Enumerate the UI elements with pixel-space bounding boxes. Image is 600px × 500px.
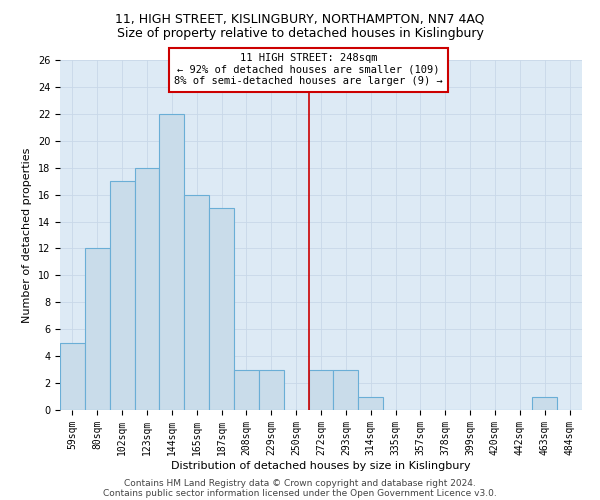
Y-axis label: Number of detached properties: Number of detached properties bbox=[22, 148, 32, 322]
Text: Size of property relative to detached houses in Kislingbury: Size of property relative to detached ho… bbox=[116, 28, 484, 40]
Text: 11 HIGH STREET: 248sqm
← 92% of detached houses are smaller (109)
8% of semi-det: 11 HIGH STREET: 248sqm ← 92% of detached… bbox=[174, 54, 443, 86]
Text: Contains HM Land Registry data © Crown copyright and database right 2024.: Contains HM Land Registry data © Crown c… bbox=[124, 478, 476, 488]
Bar bbox=[85, 248, 110, 410]
X-axis label: Distribution of detached houses by size in Kislingbury: Distribution of detached houses by size … bbox=[171, 460, 471, 470]
Bar bbox=[259, 370, 284, 410]
Bar bbox=[532, 396, 557, 410]
Bar bbox=[234, 370, 259, 410]
Bar bbox=[334, 370, 358, 410]
Text: 11, HIGH STREET, KISLINGBURY, NORTHAMPTON, NN7 4AQ: 11, HIGH STREET, KISLINGBURY, NORTHAMPTO… bbox=[115, 12, 485, 26]
Bar bbox=[209, 208, 234, 410]
Bar bbox=[110, 181, 134, 410]
Bar bbox=[134, 168, 160, 410]
Bar bbox=[308, 370, 334, 410]
Text: Contains public sector information licensed under the Open Government Licence v3: Contains public sector information licen… bbox=[103, 488, 497, 498]
Bar bbox=[60, 342, 85, 410]
Bar bbox=[184, 194, 209, 410]
Bar bbox=[358, 396, 383, 410]
Bar bbox=[160, 114, 184, 410]
